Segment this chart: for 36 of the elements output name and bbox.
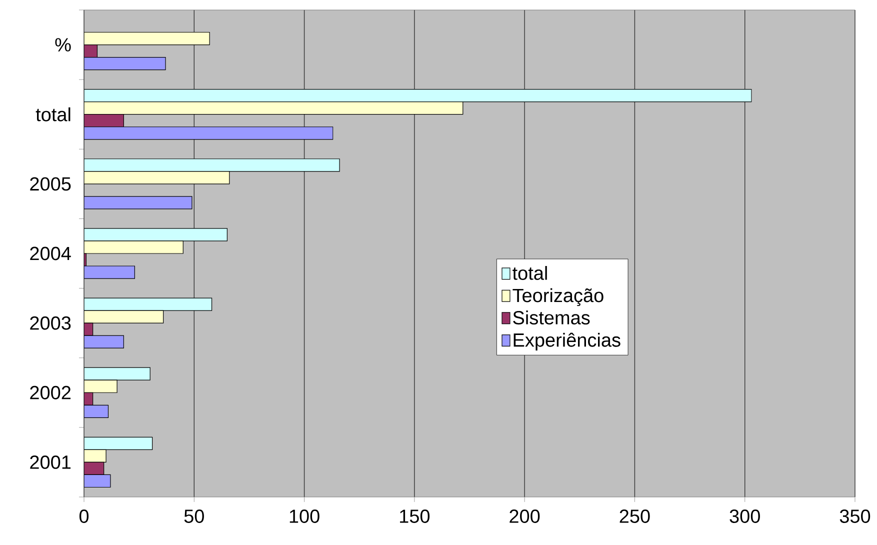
- legend-label: Teorização: [512, 288, 604, 306]
- bar: [84, 32, 210, 46]
- x-tick-label: 200: [510, 510, 540, 523]
- y-tick-label: 2004: [30, 246, 71, 260]
- y-tick-label: 2001: [30, 455, 71, 469]
- x-tick-label: 100: [290, 510, 320, 523]
- bar: [84, 310, 164, 324]
- x-tick-label: 150: [400, 510, 430, 523]
- bar: [84, 462, 104, 476]
- x-tick-label: 350: [840, 510, 870, 523]
- bar: [84, 196, 192, 210]
- y-tick-label: 2003: [30, 316, 71, 330]
- bar: [84, 240, 184, 254]
- y-tick-label: 2002: [30, 386, 71, 400]
- x-tick-label: 300: [730, 510, 760, 523]
- bar: [84, 114, 124, 128]
- bar: [84, 126, 334, 140]
- bar: [84, 102, 464, 115]
- legend-label: Sistemas: [513, 310, 590, 324]
- bar: [84, 380, 118, 393]
- bar: [84, 266, 135, 279]
- y-tick-label: 2005: [30, 177, 71, 191]
- y-tick-label: %: [55, 38, 71, 52]
- bar: [84, 335, 124, 348]
- bar: [84, 449, 106, 462]
- bar: [84, 474, 111, 488]
- x-tick-label: 0: [79, 510, 89, 523]
- x-tick-label: 50: [184, 510, 204, 523]
- bar: [84, 404, 109, 418]
- bar: [84, 57, 166, 70]
- x-tick-label: 250: [620, 510, 650, 523]
- legend-label: Experiências: [514, 332, 620, 351]
- y-tick-label: total: [36, 107, 70, 122]
- legend-label: total: [512, 266, 547, 280]
- bar: [84, 44, 98, 58]
- bar: [84, 171, 230, 184]
